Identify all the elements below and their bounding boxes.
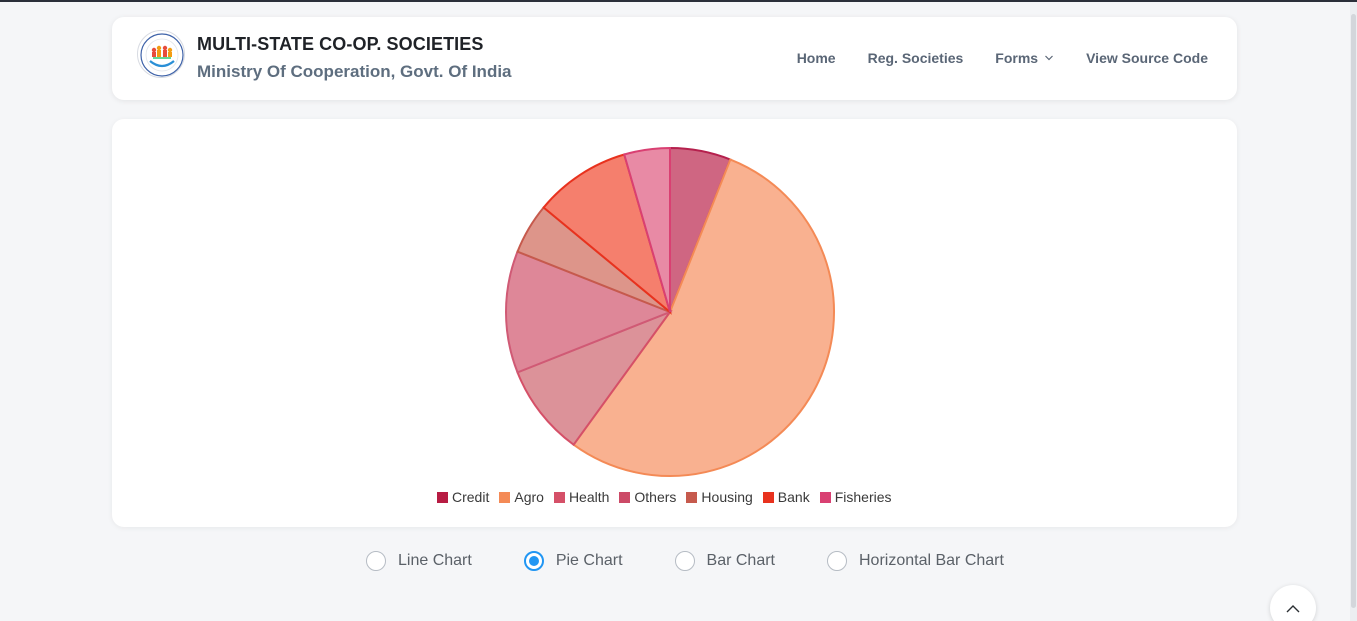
- main-nav: Home Reg. Societies Forms View Source Co…: [797, 50, 1208, 66]
- legend-item-others[interactable]: Others: [619, 489, 676, 505]
- legend-item-bank[interactable]: Bank: [762, 489, 810, 505]
- legend-label: Fisheries: [834, 489, 892, 505]
- radio-pie-chart[interactable]: Pie Chart: [523, 551, 623, 571]
- radio-label: Line Chart: [398, 552, 472, 569]
- nav-home[interactable]: Home: [797, 50, 836, 66]
- page-scrollbar[interactable]: [1350, 2, 1357, 621]
- legend-swatch: [762, 491, 774, 503]
- radio-button[interactable]: [366, 551, 386, 571]
- legend-item-agro[interactable]: Agro: [499, 489, 544, 505]
- legend-item-fisheries[interactable]: Fisheries: [819, 489, 892, 505]
- legend-item-health[interactable]: Health: [553, 489, 610, 505]
- nav-forms-dropdown[interactable]: Forms: [995, 50, 1054, 66]
- radio-button[interactable]: [827, 551, 847, 571]
- legend-item-housing[interactable]: Housing: [686, 489, 753, 505]
- chevron-up-icon: [1286, 605, 1300, 613]
- site-header: MULTI-STATE CO-OP. SOCIETIES Ministry Of…: [112, 17, 1237, 100]
- nav-forms-label: Forms: [995, 50, 1039, 66]
- site-subtitle: Ministry Of Cooperation, Govt. Of India: [197, 62, 512, 81]
- nav-view-source-code-label: View Source Code: [1086, 50, 1208, 66]
- legend-swatch: [819, 491, 831, 503]
- scroll-to-top-button[interactable]: [1270, 585, 1316, 621]
- nav-home-label: Home: [796, 50, 836, 66]
- legend-swatch: [437, 491, 448, 503]
- pie-chart: [505, 146, 835, 477]
- radio-label: Bar Chart: [706, 552, 775, 569]
- radio-button[interactable]: [523, 551, 544, 571]
- radio-horizontal-bar-chart[interactable]: Horizontal Bar Chart: [827, 551, 1004, 571]
- pie-slice-others[interactable]: [505, 250, 673, 374]
- legend-label: Bank: [777, 489, 810, 505]
- chevron-down-icon: [1045, 55, 1054, 61]
- nav-reg-societies[interactable]: Reg. Societies: [868, 50, 964, 66]
- scrollbar-thumb[interactable]: [1351, 14, 1356, 608]
- legend-label: Housing: [701, 489, 753, 505]
- pie-slice-health[interactable]: [516, 309, 673, 447]
- legend-swatch: [499, 491, 511, 503]
- chart-type-selector: Line Chart Pie Chart Bar Chart Horizontal B…: [366, 551, 1004, 571]
- site-title: MULTI-STATE CO-OP. SOCIETIES: [197, 34, 484, 54]
- legend-label: Credit: [452, 489, 490, 505]
- legend-label: Others: [634, 489, 677, 505]
- nav-view-source-code[interactable]: View Source Code: [1086, 50, 1208, 66]
- pie-slice-bank[interactable]: [542, 153, 672, 315]
- legend-label: Health: [568, 489, 610, 505]
- radio-bar-chart[interactable]: Bar Chart: [674, 551, 775, 571]
- chart-legend: Credit Agro Health Others Housing Bank Fisheri…: [437, 489, 892, 505]
- radio-button[interactable]: [674, 551, 695, 571]
- legend-swatch: [553, 491, 565, 503]
- legend-label: Agro: [514, 489, 544, 505]
- legend-swatch: [619, 491, 631, 503]
- nav-reg-societies-label: Reg. Societies: [867, 50, 964, 66]
- legend-swatch: [686, 491, 698, 503]
- cooperative-logo-icon[interactable]: [137, 30, 185, 78]
- radio-label: Pie Chart: [555, 552, 623, 569]
- pie-slice-agro[interactable]: [572, 158, 835, 477]
- radio-line-chart[interactable]: Line Chart: [366, 551, 472, 571]
- pie-slice-fisheries[interactable]: [623, 146, 671, 313]
- chart-card: Credit Agro Health Others Housing Bank Fisheri…: [112, 119, 1237, 527]
- legend-item-credit[interactable]: Credit: [437, 489, 489, 505]
- radio-label: Horizontal Bar Chart: [859, 552, 1004, 569]
